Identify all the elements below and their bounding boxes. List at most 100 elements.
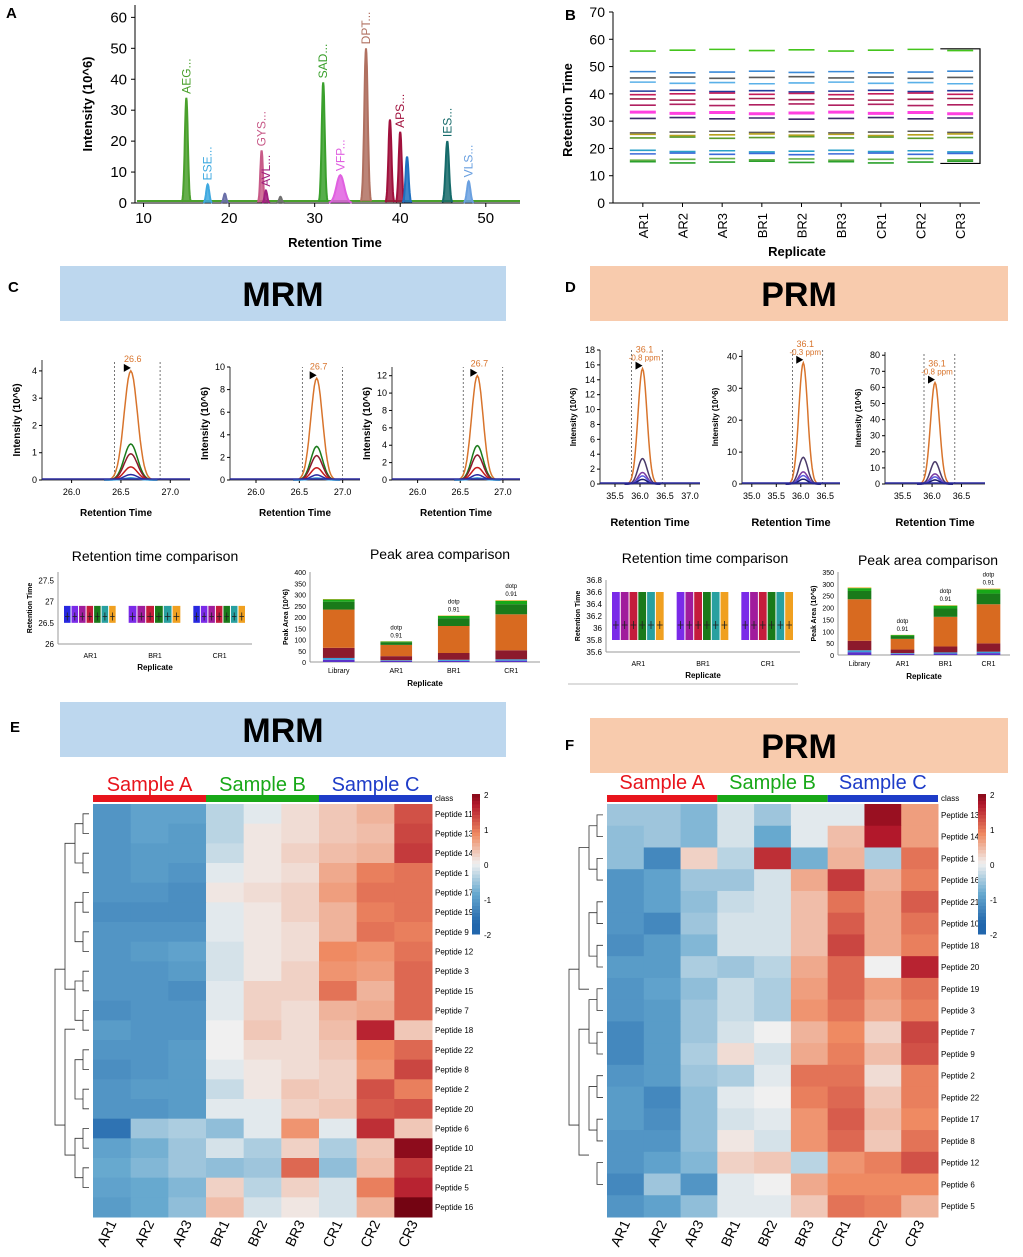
d-rt-bar [711,592,720,640]
f-cell [864,1151,902,1175]
e-cell [243,1099,282,1120]
f-cell [680,825,718,848]
d-rt-y-tick-label: 36.6 [586,588,602,597]
f-cell [864,956,902,979]
d-pa-bar-segment [890,653,915,654]
f-col-label: AR2 [644,1217,670,1249]
c-pa-xlabel: Replicate [407,679,443,688]
d-chrom-1-peak-label: 36.1 [636,345,654,355]
e-cell [93,1020,132,1041]
e-colorbar-step [472,829,480,833]
d-chrom-1-y-tick-label: 16 [585,360,595,370]
d-pa-title: Peak area comparison [858,552,998,568]
e-class-label: class [435,794,453,803]
f-cell [754,825,792,848]
c-pa-dotp-value: 0.91 [448,607,460,613]
f-cell [643,1195,682,1218]
e-cell [93,1079,132,1100]
c-pa-bar-segment [437,653,470,660]
f-cell [827,999,865,1022]
e-cell [319,863,358,884]
f-colorbar-step [978,867,986,872]
e-cell [130,1138,169,1159]
e-cell [206,1118,245,1139]
f-cell [864,1195,902,1218]
a-peak [276,195,285,204]
f-row-label: Peptide 14 [941,833,980,842]
f-cell [607,1086,645,1109]
c-chrom-2-apex-marker [309,371,317,380]
b-selection-box [940,48,981,165]
e-colorbar-step [472,857,480,861]
e-cell [93,1177,132,1198]
f-colorbar-step [978,836,986,840]
c-pa-bar-segment [380,656,413,661]
d-pa-bar-segment [847,650,872,653]
e-row-label: Peptide 19 [435,908,474,917]
b-y-tick-label: 10 [589,168,605,184]
e-cell [243,804,282,825]
e-cell [281,1177,320,1198]
e-cell [281,863,320,884]
e-cell [206,1079,245,1100]
d-chrom-2-y-tick-label: 20 [727,415,737,425]
f-row-label: Peptide 3 [941,1007,975,1016]
a-peak-label: APS... [393,94,407,128]
e-colorbar-step [472,850,480,854]
f-cell [827,912,865,935]
f-cell [717,934,755,957]
b-x-tick-label: CR1 [874,213,889,239]
e-cell [319,1158,358,1179]
e-colorbar-step [472,885,480,889]
f-cell [607,1043,645,1066]
e-cell [394,1138,433,1159]
f-colorbar-tick: -1 [990,896,998,905]
c-pa-dotp-label: dotp [448,599,460,605]
f-group-label: Sample A [619,772,705,794]
e-colorbar-step [472,920,480,924]
f-cell [643,912,682,935]
c-chrom-1-peak-label: 26.6 [124,354,142,364]
e-colorbar-step [472,801,480,805]
c-rt-x-tick-label: BR1 [148,653,162,660]
d-pa-y-tick-label: 200 [822,606,834,613]
e-colorbar-step [472,843,480,847]
f-cell [680,1108,718,1131]
f-cell [607,869,645,892]
e-cell [281,1118,320,1139]
f-cell [754,1173,792,1196]
e-dendro-branch [64,842,75,990]
e-cell [356,863,395,884]
d-chrom-2-ylabel: Intensity (10^6) [711,387,720,446]
f-colorbar-step [978,871,986,875]
c-pa-y-tick-label: 50 [298,649,306,656]
c-chrom-3-peak-label: 26.7 [471,359,489,369]
f-col-label: CR2 [864,1217,890,1249]
f-cell [827,1043,865,1066]
e-cell [319,1059,358,1080]
f-cell [643,1151,682,1175]
f-cell [790,1108,829,1131]
d-chrom-2-xlabel: Retention Time [751,517,830,529]
f-cell [717,804,755,827]
prm-banner-d [590,266,1008,321]
e-cell [356,1059,395,1080]
f-cell [607,1173,645,1196]
f-cell [901,999,939,1022]
f-group-label: Sample B [729,772,816,794]
a-x-tick-label: 40 [392,210,409,227]
e-cell [281,1138,320,1159]
c-pa-bar-segment [322,601,355,610]
e-cell [206,882,245,903]
c-pa-dotp-value: 0.91 [505,592,517,598]
f-colorbar-step [978,927,986,931]
e-dendro-branch [82,931,89,952]
f-cell [680,912,718,935]
e-col-label: CR1 [319,1217,345,1249]
a-peak [441,140,454,203]
e-cell [130,1000,169,1021]
mrm-banner-c-text: MRM [242,276,323,314]
e-row-label: Peptide 15 [435,987,474,996]
d-pa-bar-segment [976,643,1001,652]
